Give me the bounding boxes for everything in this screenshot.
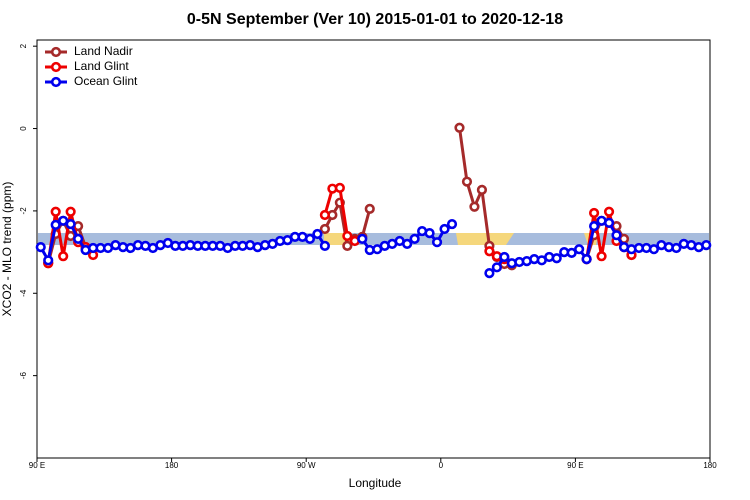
data-point [319,223,330,235]
x-tick-label: 90 E [29,461,45,470]
data-point [312,228,323,240]
data-point [73,233,84,245]
x-tick-label: 180 [165,461,179,470]
data-point [357,233,368,245]
y-tick-label: 2 [19,43,28,48]
x-tick-label: 180 [703,461,717,470]
data-point [409,233,420,245]
data-point [43,255,54,266]
data-point [603,217,615,228]
x-tick-label: 90 W [297,461,316,470]
data-point [342,240,353,252]
data-point [50,219,61,231]
y-tick-label: -6 [19,372,28,380]
data-point [50,206,61,217]
data-point [58,251,69,262]
y-tick-label: 0 [19,126,28,131]
data-point [611,230,622,241]
legend-marker [50,61,62,73]
data-point [461,176,473,187]
y-tick-label: -2 [19,207,28,215]
data-point [499,251,510,263]
data-point [304,233,316,245]
y-tick-label: -4 [19,289,28,297]
data-point [588,207,600,219]
data-point [446,218,458,230]
data-point [574,244,585,255]
legend-label: Land Glint [74,59,129,73]
data-point [334,182,345,193]
data-point [701,239,712,251]
data-point [431,237,443,248]
data-point [566,247,577,259]
data-point [342,230,353,242]
data-point [581,253,592,265]
legend-label: Land Nadir [74,44,133,58]
x-tick-label: 0 [439,461,444,470]
data-point [484,246,495,257]
data-point [35,242,46,253]
land-band [456,233,514,245]
data-point [469,201,480,212]
y-axis-label: XCO2 - MLO trend (ppm) [0,182,14,317]
data-point [364,203,375,214]
x-tick-label: 90 E [567,461,583,470]
data-point [319,209,330,221]
data-point [402,238,413,249]
data-point [551,253,562,264]
data-point [648,244,660,255]
legend-marker [50,46,62,58]
legend-marker [50,76,62,88]
data-point [424,228,435,239]
data-point [65,206,76,217]
data-point [588,221,600,232]
data-point [596,251,607,262]
x-axis-label: Longitude [349,476,402,490]
data-point [484,267,495,279]
data-point [603,206,615,217]
data-point [319,240,330,252]
data-point [491,262,502,273]
legend-label: Ocean Glint [74,74,138,88]
data-point [476,184,488,196]
chart-title: 0-5N September (Ver 10) 2015-01-01 to 20… [187,11,563,28]
data-point [439,223,450,235]
data-point [671,242,682,254]
series [35,215,712,279]
data-point [65,218,76,230]
data-point [454,122,465,133]
